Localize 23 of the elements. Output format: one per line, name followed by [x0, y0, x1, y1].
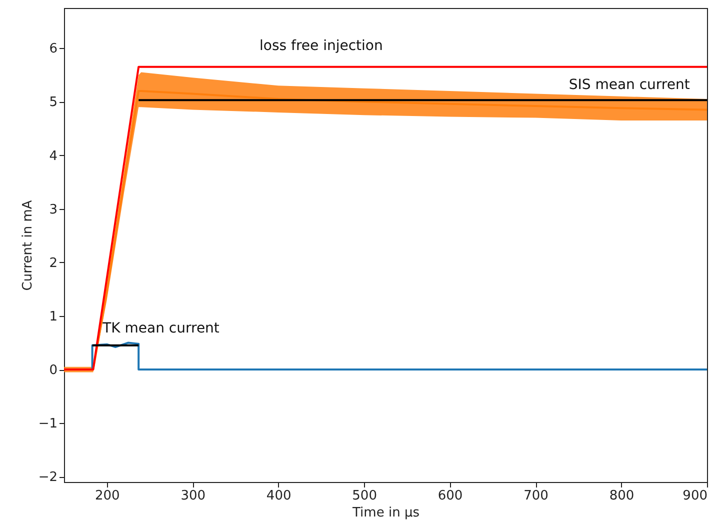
y-axis-title: Current in mA — [20, 200, 36, 291]
y-tick-label: 0 — [49, 363, 58, 378]
x-tick-label: 900 — [682, 488, 708, 504]
x-tick-label: 200 — [94, 488, 120, 504]
series-label: SIS mean current — [568, 77, 690, 94]
x-tick-label: 800 — [609, 488, 634, 504]
y-tick-label: 5 — [49, 95, 58, 110]
y-tick-label: 4 — [49, 148, 58, 164]
y-tick-label: 3 — [49, 202, 58, 218]
x-tick-label: 500 — [352, 488, 377, 504]
series-label: TK mean current — [102, 320, 220, 336]
x-tick-label: 700 — [524, 488, 548, 504]
y-tick-label: −2 — [38, 470, 58, 486]
x-axis-title: Time in µs — [352, 506, 420, 520]
y-tick-label: 1 — [49, 309, 58, 324]
y-tick-label: −1 — [38, 416, 58, 432]
line-series — [91, 342, 707, 371]
series-label: loss free injection — [260, 38, 383, 54]
y-tick-label: 2 — [49, 256, 58, 271]
x-tick-label: 300 — [180, 488, 206, 504]
y-tick-label: 6 — [49, 42, 58, 57]
x-tick-label: 400 — [266, 488, 292, 504]
x-tick-label: 600 — [438, 488, 463, 504]
